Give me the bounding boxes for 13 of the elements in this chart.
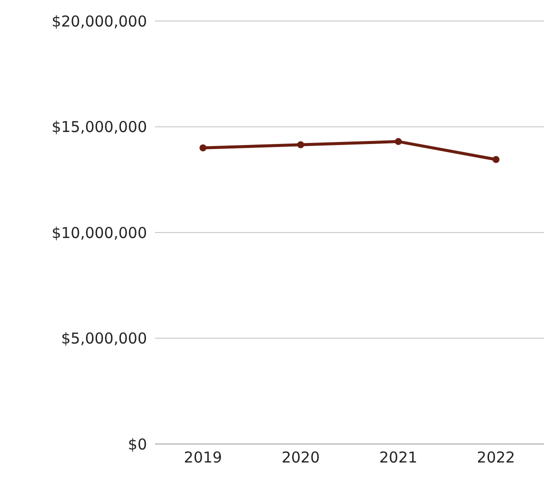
point <box>394 138 402 146</box>
y-tick-label: $20,000,000 <box>52 12 147 30</box>
point <box>200 144 206 152</box>
y-tick-label: $0 <box>128 435 147 454</box>
x-tick-label: 2021 <box>379 448 418 467</box>
point <box>297 141 304 148</box>
y-tick-label: $15,000,000 <box>52 118 147 136</box>
point <box>492 156 500 164</box>
x-tick-label: 2019 <box>184 448 222 467</box>
x-tick-label: 2022 <box>476 448 516 467</box>
x-tick-label: 2020 <box>282 448 320 467</box>
y-tick-label: $5,000,000 <box>61 330 147 348</box>
y-tick-label: $10,000,000 <box>52 224 147 242</box>
